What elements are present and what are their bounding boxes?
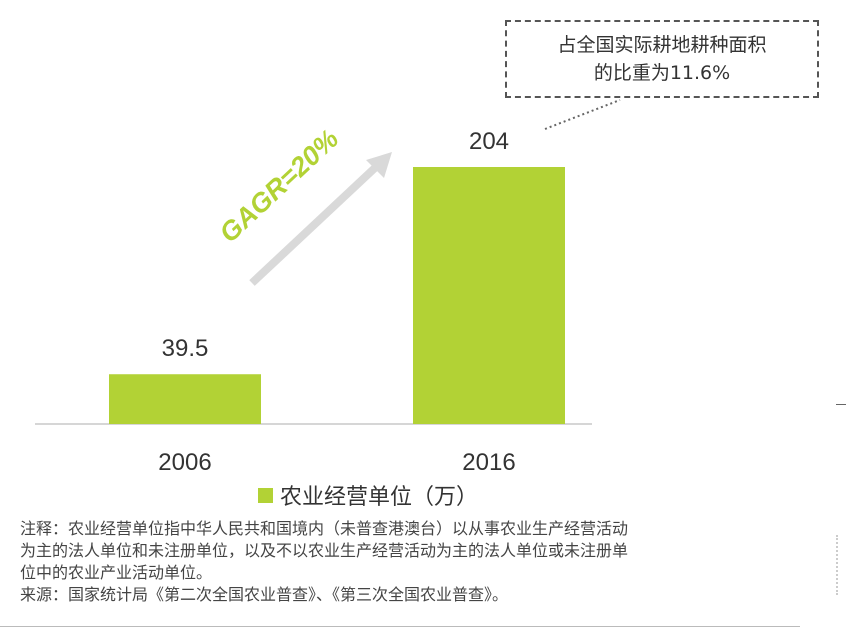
bar-2016 xyxy=(413,167,565,424)
x-tick-label-2016: 2016 xyxy=(462,449,515,476)
x-tick-label-2006: 2006 xyxy=(158,449,211,476)
legend: 农业经营单位（万） xyxy=(258,479,478,511)
callout-line-2: 的比重为11.6% xyxy=(593,62,731,84)
edge-tick xyxy=(836,404,846,405)
footnotes: 注释：农业经营单位指中华人民共和国境内（未普查港澳台）以从事农业生产经营活动 为… xyxy=(20,518,810,606)
callout-connector xyxy=(544,99,621,130)
legend-swatch xyxy=(258,487,273,503)
growth-rate-label: GAGR=20% xyxy=(214,124,345,249)
edge-dots xyxy=(836,535,844,595)
growth-arrow-head xyxy=(366,152,392,178)
note-line-3: 位中的农业产业活动单位。 xyxy=(20,563,213,582)
note-line-2: 为主的法人单位和未注册单位，以及不以农业生产经营活动为主的法人单位或未注册单 xyxy=(20,541,629,560)
bar-2006 xyxy=(109,374,261,424)
source-line: 来源：国家统计局《第二次全国农业普查》、《第三次全国农业普查》。 xyxy=(20,585,509,604)
note-line-1: 注释：农业经营单位指中华人民共和国境内（未普查港澳台）以从事农业生产经营活动 xyxy=(20,519,629,538)
data-label-2006: 39.5 xyxy=(162,335,209,362)
growth-arrow xyxy=(249,162,381,286)
callout-box: 占全国实际耕地耕种面积 的比重为11.6% xyxy=(505,20,819,98)
data-label-2016: 204 xyxy=(469,128,509,155)
legend-label: 农业经营单位（万） xyxy=(280,485,479,510)
bar-chart: 39.5 2006 204 2016 GAGR=20% xyxy=(35,99,621,476)
bottom-divider xyxy=(0,626,800,627)
callout-line-1: 占全国实际耕地耕种面积 xyxy=(557,34,767,56)
